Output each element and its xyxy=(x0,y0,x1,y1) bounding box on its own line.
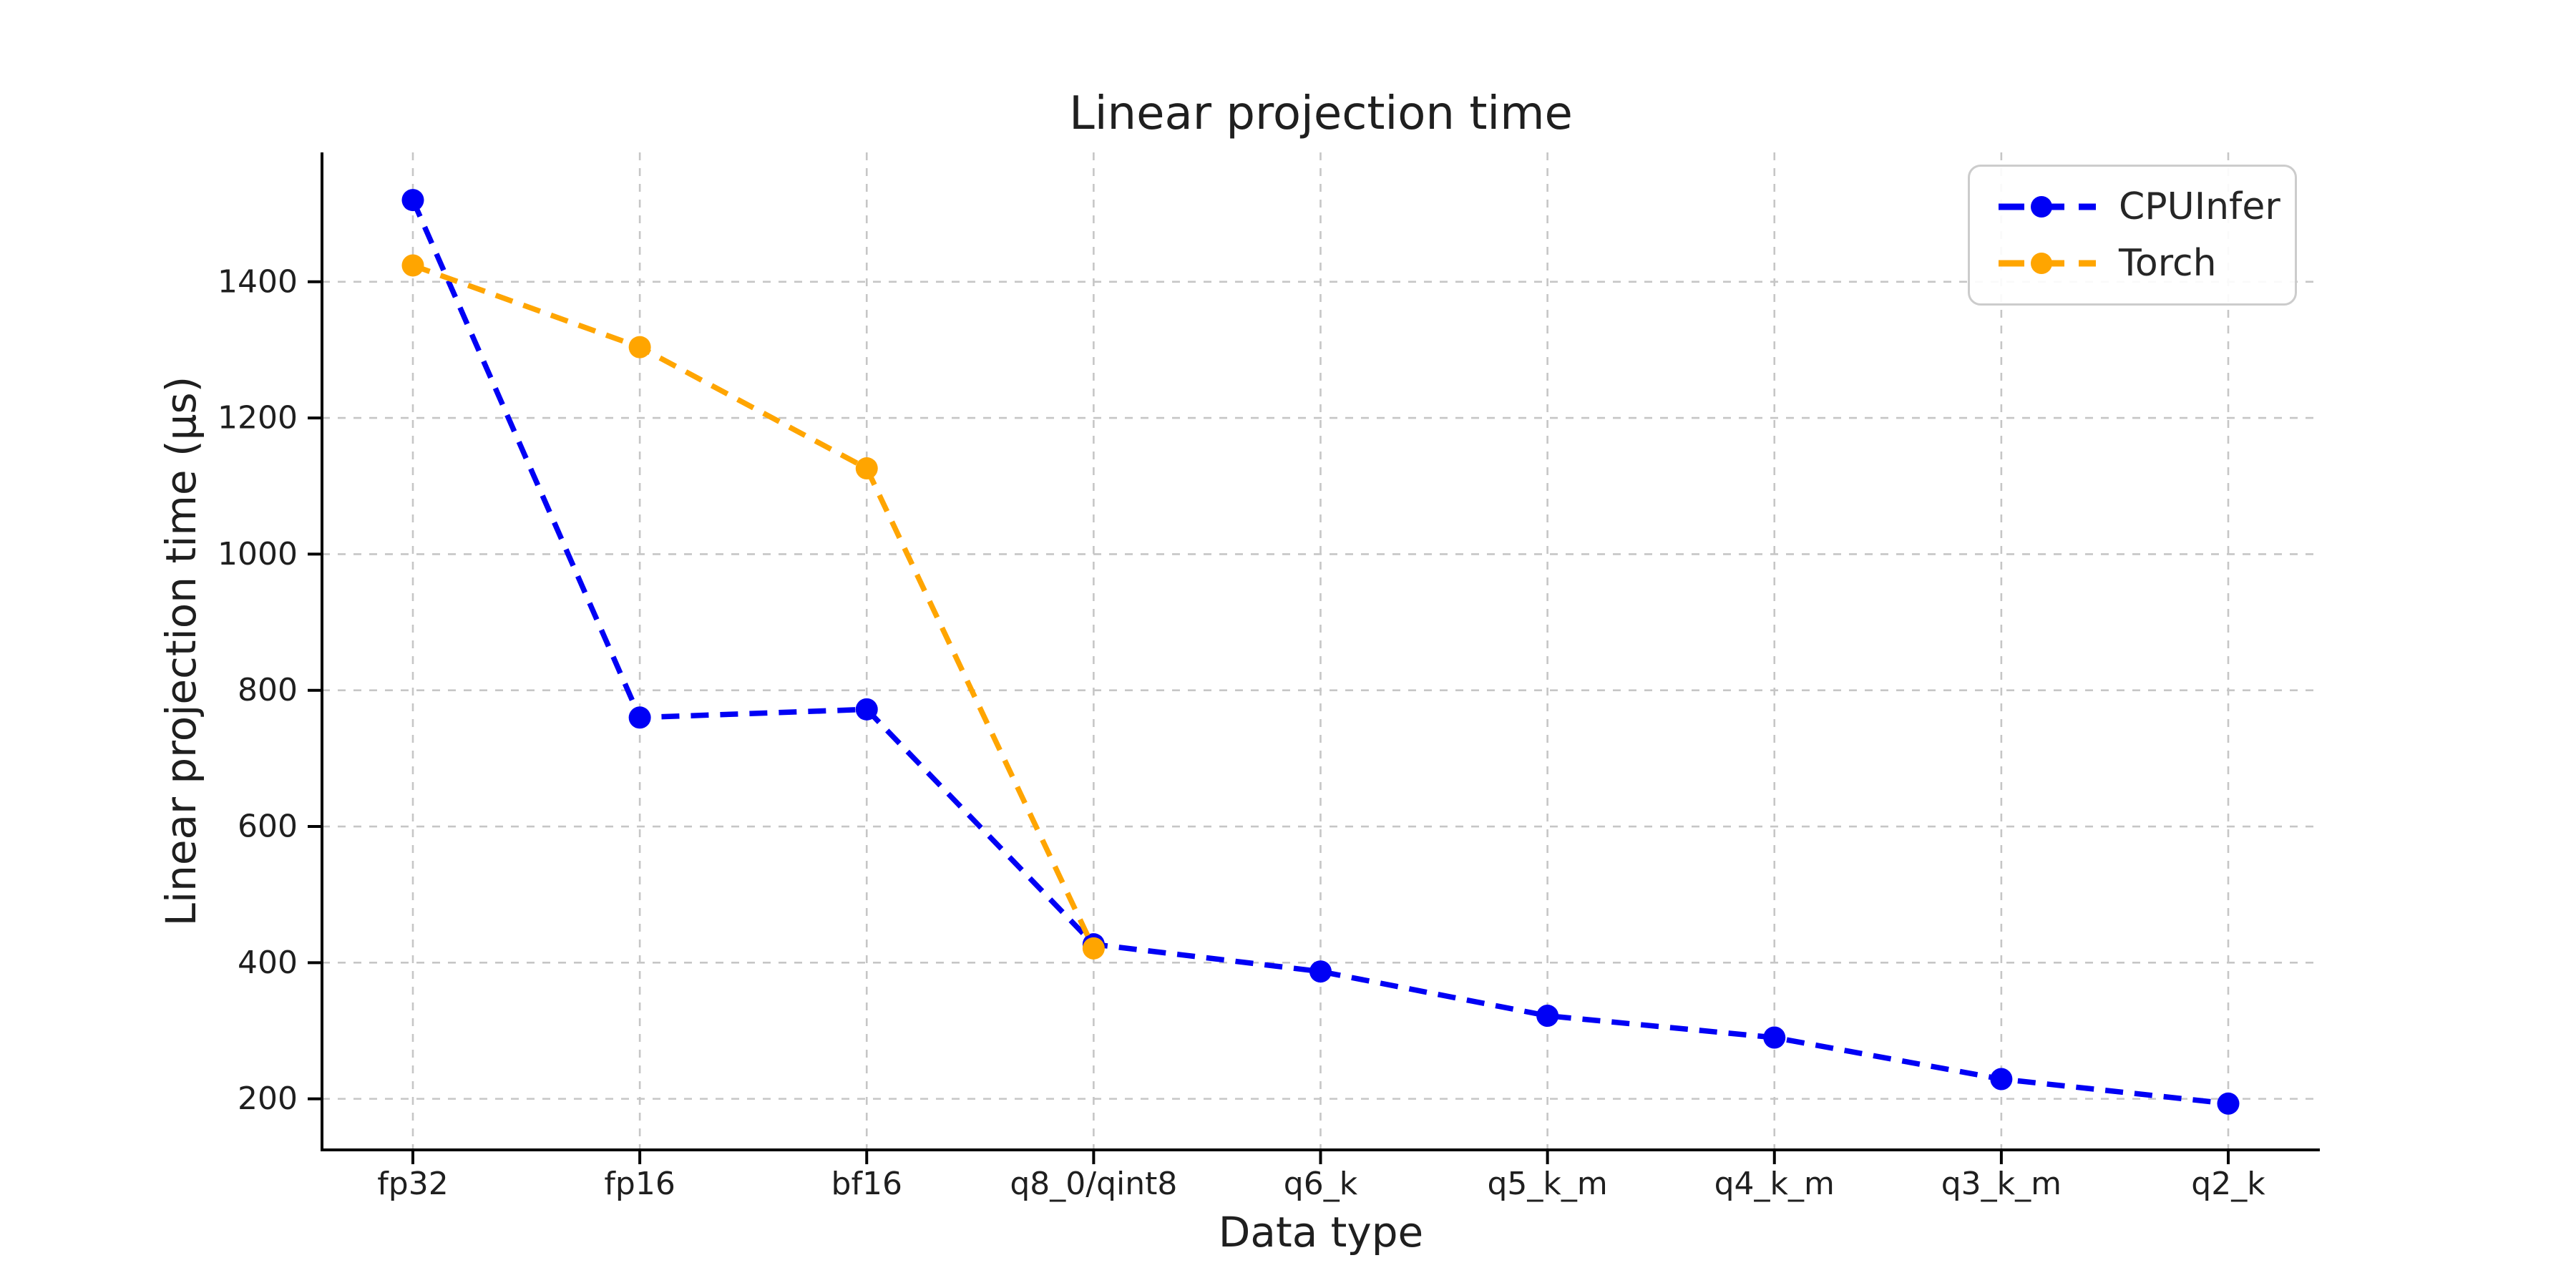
data-point-cpuinfer-q5_k_m xyxy=(1536,1005,1559,1028)
data-point-cpuinfer-q4_k_m xyxy=(1763,1026,1786,1049)
legend-line-marker-icon xyxy=(1999,195,2096,218)
series-line-torch xyxy=(411,263,1096,950)
data-point-cpuinfer-q3_k_m xyxy=(1990,1068,2013,1091)
legend-line-marker-icon xyxy=(1999,253,2096,275)
x-tick-label: fp32 xyxy=(377,1166,448,1202)
data-point-torch-fp16 xyxy=(628,336,651,358)
legend-item-cpuinfer: CPUInfer xyxy=(1997,185,2295,228)
x-tick-label: q5_k_m xyxy=(1487,1166,1607,1202)
data-point-torch-fp32 xyxy=(401,254,424,277)
x-tick-label: q4_k_m xyxy=(1714,1166,1835,1202)
legend: CPUInfer Torch xyxy=(1968,165,2297,306)
x-tick-label: bf16 xyxy=(831,1166,902,1202)
legend-label: Torch xyxy=(2119,242,2217,286)
y-tick-label: 1200 xyxy=(218,400,298,436)
y-tick-label: 1000 xyxy=(218,536,298,572)
x-tick-label: q6_k xyxy=(1284,1166,1358,1202)
legend-item-torch: Torch xyxy=(1997,242,2295,285)
x-tick-label: q8_0/qint8 xyxy=(1010,1166,1177,1202)
x-tick-label: q3_k_m xyxy=(1941,1166,2062,1202)
legend-label: CPUInfer xyxy=(2119,185,2280,228)
x-tick-label: q2_k xyxy=(2191,1166,2265,1202)
data-point-cpuinfer-fp16 xyxy=(628,706,651,729)
data-point-torch-bf16 xyxy=(855,457,878,480)
x-tick-label: fp16 xyxy=(604,1166,675,1202)
y-tick-label: 600 xyxy=(238,809,298,845)
y-axis-label: Linear projection time (μs) xyxy=(157,376,205,927)
data-point-cpuinfer-q6_k xyxy=(1309,960,1332,983)
data-point-cpuinfer-fp32 xyxy=(401,189,424,212)
y-tick-label: 800 xyxy=(238,672,298,708)
data-point-cpuinfer-q2_k xyxy=(2217,1092,2240,1115)
y-tick-label: 1400 xyxy=(218,263,298,300)
y-tick-label: 200 xyxy=(238,1080,298,1117)
chart-title: Linear projection time xyxy=(1069,87,1573,140)
data-point-torch-q8_0/qint8 xyxy=(1082,937,1105,960)
y-tick-label: 400 xyxy=(238,945,298,981)
x-axis-label: Data type xyxy=(1218,1208,1424,1257)
data-point-cpuinfer-bf16 xyxy=(855,698,878,721)
